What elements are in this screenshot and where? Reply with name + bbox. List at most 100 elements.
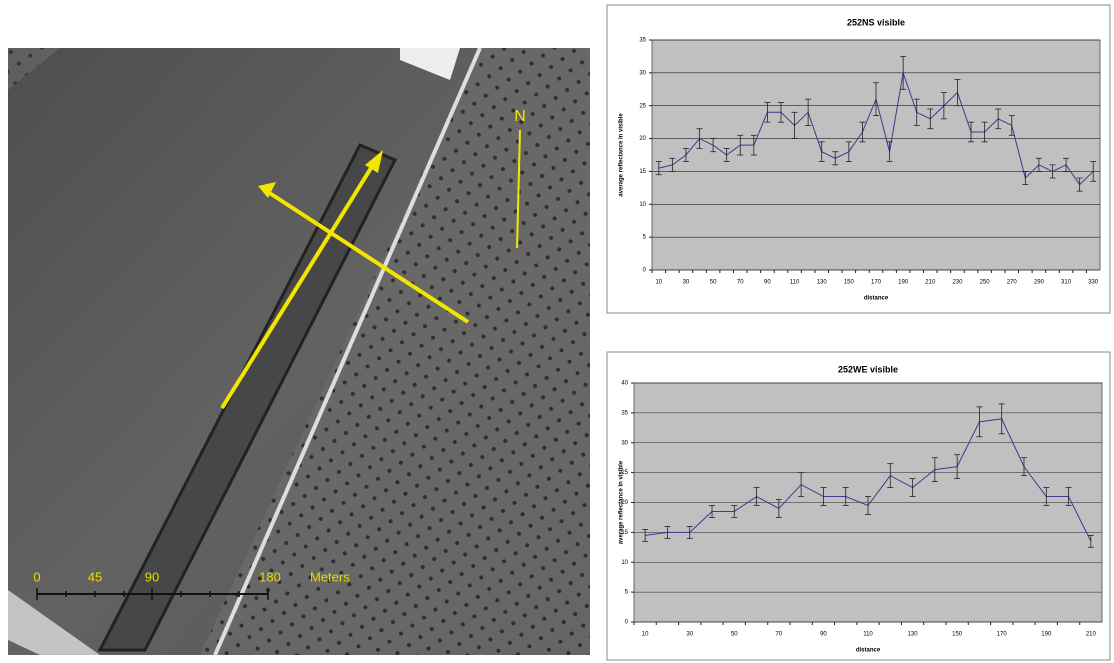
error-bar xyxy=(737,134,744,156)
error-bar xyxy=(865,496,871,515)
scale-ticks xyxy=(36,588,269,600)
x-tick-label: 210 xyxy=(1086,632,1097,638)
x-tick-label: 270 xyxy=(1007,280,1018,286)
error-bar xyxy=(1021,457,1027,477)
error-bar xyxy=(931,457,938,482)
error-bar xyxy=(976,406,983,438)
y-tick-label: 15 xyxy=(639,169,646,175)
error-bar xyxy=(655,161,662,176)
we-arrowhead xyxy=(258,182,276,198)
road xyxy=(213,47,482,656)
error-bar xyxy=(1022,171,1029,185)
error-bar xyxy=(798,472,805,497)
x-tick-label: 130 xyxy=(908,632,919,638)
x-tick-label: 190 xyxy=(898,280,909,286)
error-bar xyxy=(1076,177,1083,192)
error-bar xyxy=(750,134,757,156)
error-bar xyxy=(968,121,975,143)
error-bar xyxy=(710,138,717,153)
x-tick-label: 330 xyxy=(1088,280,1099,286)
chart-title: 252NS visible xyxy=(847,17,905,27)
y-tick-label: 5 xyxy=(643,235,647,241)
scale-label: 90 xyxy=(145,569,159,584)
y-tick-label: 25 xyxy=(621,470,628,476)
error-bar xyxy=(1065,487,1072,506)
aerial-image: N 0 45 90 180 Meters xyxy=(8,47,590,656)
building xyxy=(400,48,460,80)
error-bar xyxy=(887,463,894,488)
error-bar xyxy=(873,82,879,116)
x-tick-label: 10 xyxy=(642,632,649,638)
x-tick-label: 50 xyxy=(710,280,717,286)
x-tick-label: 70 xyxy=(737,280,744,286)
x-tick-label: 110 xyxy=(863,632,873,638)
y-tick-label: 10 xyxy=(621,560,628,566)
error-bar xyxy=(1063,157,1070,172)
error-bar xyxy=(723,148,730,162)
ns-transect xyxy=(220,158,378,410)
y-tick-label: 15 xyxy=(621,530,628,536)
error-bar xyxy=(1035,157,1042,172)
x-tick-label: 70 xyxy=(776,632,783,638)
scale-unit: Meters xyxy=(310,569,350,584)
y-tick-label: 25 xyxy=(639,103,646,109)
scale-label: 45 xyxy=(88,569,102,584)
error-bar xyxy=(791,111,798,139)
y-tick-label: 40 xyxy=(621,381,628,387)
error-bar xyxy=(832,151,839,166)
y-tick-label: 0 xyxy=(625,620,629,626)
field-strip xyxy=(97,143,398,652)
x-tick-label: 130 xyxy=(817,280,828,286)
y-tick-label: 30 xyxy=(639,70,646,76)
error-bar xyxy=(913,98,920,126)
error-bar xyxy=(818,141,825,162)
plot-area xyxy=(651,39,1101,271)
error-bar xyxy=(859,121,866,143)
error-bar xyxy=(686,526,693,539)
x-tick-label: 150 xyxy=(844,280,855,286)
error-bar xyxy=(954,454,961,480)
x-tick-label: 110 xyxy=(790,280,800,286)
error-bar xyxy=(845,141,852,162)
x-tick-label: 310 xyxy=(1061,280,1072,286)
error-bar xyxy=(805,98,812,126)
x-tick-label: 30 xyxy=(683,280,690,286)
x-tick-label: 170 xyxy=(997,632,1008,638)
x-tick-label: 50 xyxy=(731,632,738,638)
error-bar xyxy=(764,102,771,123)
error-bar xyxy=(1043,487,1050,506)
error-bar xyxy=(682,148,689,162)
error-bar xyxy=(642,528,649,542)
y-tick-label: 35 xyxy=(639,38,646,44)
chart-title: 252WE visible xyxy=(838,364,898,374)
we-transect xyxy=(266,190,470,324)
error-bar xyxy=(900,56,907,90)
y-tick-label: 35 xyxy=(621,410,628,416)
error-bar xyxy=(909,478,916,497)
error-bar xyxy=(954,79,961,107)
scale-label: 180 xyxy=(259,569,281,584)
error-bar xyxy=(940,92,947,120)
x-axis-label: distance xyxy=(864,296,889,302)
orchard-corner xyxy=(8,48,60,90)
scale-label: 0 xyxy=(33,569,40,584)
y-tick-label: 20 xyxy=(639,136,646,142)
y-tick-label: 10 xyxy=(639,202,646,208)
error-bar xyxy=(1090,161,1097,182)
error-bar xyxy=(820,487,827,506)
error-bar xyxy=(998,403,1005,435)
error-bar xyxy=(981,121,988,143)
error-bar xyxy=(731,505,738,518)
y-tick-label: 0 xyxy=(643,268,647,274)
x-tick-label: 90 xyxy=(764,280,771,286)
north-arrow xyxy=(516,129,521,249)
x-tick-label: 190 xyxy=(1041,632,1052,638)
bright-area xyxy=(8,590,100,655)
ns-arrowhead xyxy=(365,150,383,173)
x-axis-label: distance xyxy=(856,648,881,654)
error-bar xyxy=(777,102,784,123)
north-label: N xyxy=(514,108,526,125)
error-bar xyxy=(1008,115,1015,136)
y-axis-label: average reflectance in visible xyxy=(619,113,625,197)
